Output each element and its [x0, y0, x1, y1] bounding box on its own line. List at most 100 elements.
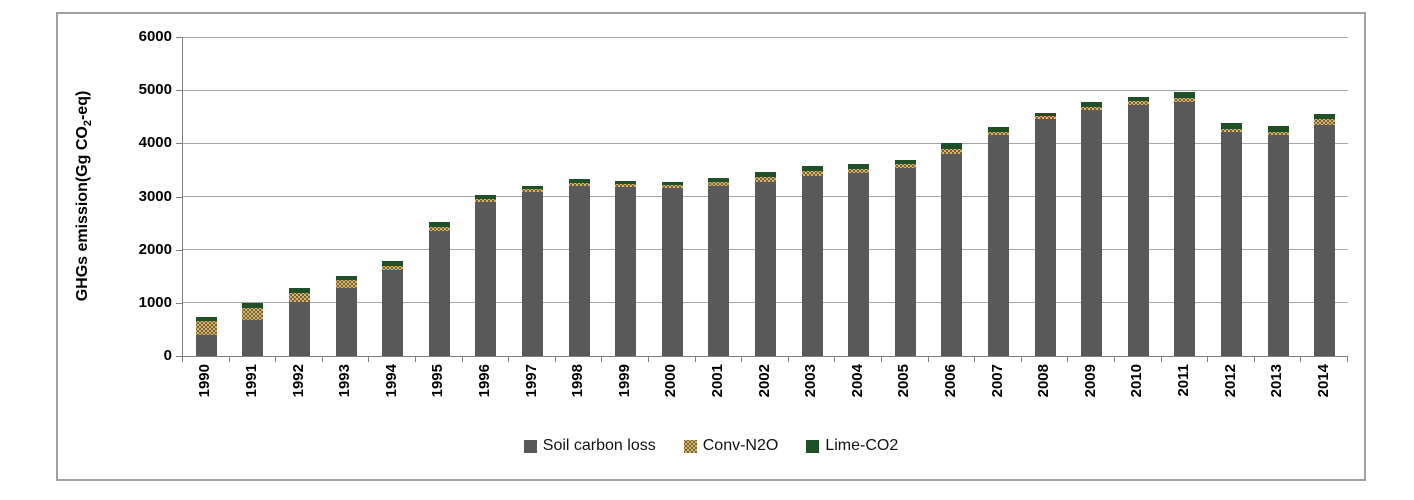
bar-1998	[568, 178, 590, 356]
bar-segment-1999-lime-co2	[615, 180, 637, 185]
bar-segment-2002-conv-n2o	[755, 177, 776, 183]
bar-segment-2000-conv-n2o	[661, 185, 683, 188]
bar-1999	[615, 180, 637, 356]
bar-2014	[1314, 113, 1336, 356]
bar-2013	[1267, 126, 1289, 356]
bar-segment-1993-soil-carbon-loss	[335, 288, 357, 356]
y-axis-title: GHGs emission(Gg CO2-eq)	[73, 36, 94, 356]
bar-segment-1999-soil-carbon-loss	[615, 187, 637, 356]
bar-2006	[941, 143, 963, 356]
bar-segment-1998-soil-carbon-loss	[568, 185, 590, 356]
x-tick-label-1996: 1996	[475, 364, 493, 398]
bar-segment-2007-conv-n2o	[988, 131, 1009, 136]
bar-segment-2013-lime-co2	[1267, 126, 1289, 133]
bar-segment-2006-conv-n2o	[941, 149, 963, 154]
x-axis-tick-22	[1207, 357, 1209, 362]
bar-segment-1990-lime-co2	[195, 317, 217, 322]
legend-item-soil-carbon-loss: Soil carbon loss	[523, 437, 656, 455]
bar-2001	[708, 177, 730, 356]
bar-segment-2000-lime-co2	[661, 181, 683, 186]
bar-segment-2008-soil-carbon-loss	[1034, 119, 1056, 356]
legend-swatch-soil-carbon-loss	[523, 439, 537, 453]
bar-segment-1997-lime-co2	[522, 185, 543, 190]
bar-2009	[1081, 101, 1103, 356]
bar-segment-2001-lime-co2	[708, 177, 730, 183]
x-axis-tick-3	[321, 357, 323, 362]
x-axis-tick-23	[1253, 357, 1255, 362]
bar-segment-2001-conv-n2o	[708, 182, 730, 186]
x-tick-label-2012: 2012	[1221, 364, 1239, 398]
legend-label-lime-co2: Lime-CO2	[825, 437, 899, 454]
bar-segment-2001-soil-carbon-loss	[708, 185, 730, 356]
x-axis-tick-11	[694, 357, 696, 362]
bar-segment-1999-conv-n2o	[615, 184, 637, 188]
bar-segment-2002-lime-co2	[755, 171, 776, 178]
bar-segment-1994-conv-n2o	[382, 265, 404, 271]
bar-2008	[1034, 112, 1056, 357]
legend: Soil carbon loss Conv-N2O Lime-CO2	[58, 437, 1364, 455]
x-tick-label-2004: 2004	[848, 364, 866, 398]
x-tick-label-1999: 1999	[615, 364, 633, 398]
bar-segment-2006-lime-co2	[941, 143, 963, 150]
x-tick-label-2007: 2007	[988, 364, 1006, 398]
x-tick-label-2006: 2006	[941, 364, 959, 398]
bar-segment-2010-lime-co2	[1127, 96, 1149, 102]
bar-2004	[848, 164, 870, 356]
bar-segment-1992-conv-n2o	[289, 292, 310, 303]
x-tick-label-1990: 1990	[196, 364, 214, 398]
bar-segment-2005-conv-n2o	[894, 164, 916, 169]
bar-segment-2004-lime-co2	[848, 164, 870, 169]
legend-swatch-lime-co2	[806, 439, 820, 453]
x-axis-tick-7	[508, 357, 510, 362]
x-tick-label-2005: 2005	[895, 364, 913, 398]
y-tick-label-3000: 3000	[138, 187, 172, 205]
y-axis-tick-2000	[176, 249, 182, 251]
y-tick-label-1000: 1000	[138, 293, 172, 311]
x-tick-label-1993: 1993	[336, 364, 354, 398]
bar-segment-2014-conv-n2o	[1314, 119, 1336, 125]
bar-segment-1993-conv-n2o	[335, 279, 357, 289]
bar-segment-2012-conv-n2o	[1221, 128, 1242, 133]
bar-segment-1998-lime-co2	[568, 178, 590, 183]
bar-segment-2010-conv-n2o	[1127, 101, 1149, 105]
x-axis-tick-24	[1300, 357, 1302, 362]
x-tick-label-1994: 1994	[382, 364, 400, 398]
legend-item-lime-co2: Lime-CO2	[806, 437, 898, 455]
bar-segment-1990-soil-carbon-loss	[195, 334, 217, 356]
x-axis-tick-4	[368, 357, 370, 362]
bar-segment-1991-lime-co2	[242, 303, 264, 309]
x-axis-tick-21	[1160, 357, 1162, 362]
bar-segment-1995-soil-carbon-loss	[428, 231, 450, 356]
bar-segment-2011-conv-n2o	[1174, 98, 1196, 103]
x-axis-tick-9	[601, 357, 603, 362]
bar-segment-1995-lime-co2	[428, 222, 450, 227]
x-tick-label-2008: 2008	[1035, 364, 1053, 398]
x-axis-tick-10	[648, 357, 649, 362]
x-tick-label-2003: 2003	[802, 364, 820, 398]
bar-segment-2003-soil-carbon-loss	[801, 175, 823, 356]
bar-segment-2014-soil-carbon-loss	[1314, 124, 1336, 356]
y-tick-label-6000: 6000	[138, 28, 172, 45]
bar-segment-1996-soil-carbon-loss	[475, 202, 497, 356]
bar-1994	[382, 261, 404, 356]
bar-segment-1994-soil-carbon-loss	[382, 270, 404, 356]
x-axis-tick-25	[1347, 357, 1348, 362]
legend-label-conv-n2o: Conv-N2O	[702, 437, 779, 454]
bar-segment-1991-soil-carbon-loss	[242, 319, 264, 356]
bar-segment-1992-lime-co2	[289, 288, 310, 293]
x-axis-tick-15	[881, 357, 882, 362]
bar-1995	[428, 222, 450, 356]
y-axis-tick-3000	[176, 196, 182, 198]
x-tick-label-2011: 2011	[1174, 364, 1192, 397]
x-axis-tick-2	[275, 357, 277, 362]
x-axis-tick-5	[415, 357, 416, 362]
bar-2011	[1174, 92, 1196, 356]
bar-segment-1995-conv-n2o	[428, 226, 450, 232]
y-axis-tick-6000	[176, 37, 182, 38]
bar-segment-1991-conv-n2o	[242, 308, 264, 320]
bar-segment-2013-conv-n2o	[1267, 132, 1289, 136]
bar-2010	[1127, 96, 1149, 356]
bar-segment-2003-lime-co2	[801, 166, 823, 171]
y-axis-tick-0	[176, 356, 182, 357]
x-tick-label-2009: 2009	[1081, 364, 1099, 398]
